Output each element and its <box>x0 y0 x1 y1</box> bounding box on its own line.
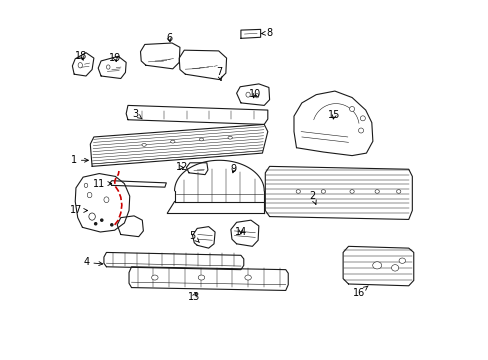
Polygon shape <box>236 84 269 105</box>
Text: 12: 12 <box>175 162 187 172</box>
Ellipse shape <box>360 116 365 121</box>
Text: 10: 10 <box>248 89 261 99</box>
Ellipse shape <box>198 275 204 280</box>
Text: 13: 13 <box>188 292 200 302</box>
Ellipse shape <box>245 92 250 97</box>
Text: 9: 9 <box>230 164 236 174</box>
Ellipse shape <box>374 190 379 193</box>
Ellipse shape <box>396 190 400 193</box>
Ellipse shape <box>151 275 158 280</box>
Ellipse shape <box>78 63 82 68</box>
Ellipse shape <box>106 65 110 69</box>
Text: 4: 4 <box>83 257 102 267</box>
Ellipse shape <box>372 262 381 269</box>
Polygon shape <box>230 220 258 246</box>
Text: 7: 7 <box>216 67 222 81</box>
Polygon shape <box>129 267 287 291</box>
Polygon shape <box>186 163 207 175</box>
Polygon shape <box>265 166 411 220</box>
Text: 6: 6 <box>166 33 172 43</box>
Polygon shape <box>343 246 413 286</box>
Text: 16: 16 <box>352 286 367 298</box>
Polygon shape <box>293 91 372 156</box>
Polygon shape <box>98 56 126 78</box>
Text: 18: 18 <box>75 51 87 61</box>
Ellipse shape <box>349 190 353 193</box>
Text: 11: 11 <box>93 179 111 189</box>
Ellipse shape <box>94 223 97 225</box>
Ellipse shape <box>358 128 363 133</box>
Polygon shape <box>167 160 265 213</box>
Text: 14: 14 <box>234 227 246 237</box>
Text: 17: 17 <box>70 206 87 216</box>
Ellipse shape <box>87 192 92 198</box>
Ellipse shape <box>199 138 203 141</box>
Polygon shape <box>140 43 180 69</box>
Ellipse shape <box>296 190 300 193</box>
Ellipse shape <box>84 183 88 188</box>
Polygon shape <box>241 30 260 39</box>
Ellipse shape <box>101 219 102 221</box>
Polygon shape <box>75 174 129 232</box>
Ellipse shape <box>142 143 146 146</box>
Text: 19: 19 <box>109 53 122 63</box>
Ellipse shape <box>89 213 95 220</box>
Ellipse shape <box>349 107 354 112</box>
Ellipse shape <box>321 190 325 193</box>
Polygon shape <box>192 226 215 248</box>
Text: 1: 1 <box>71 155 88 165</box>
Text: 5: 5 <box>189 231 199 243</box>
Polygon shape <box>117 216 143 237</box>
Text: 15: 15 <box>327 111 340 121</box>
Polygon shape <box>179 50 226 80</box>
Polygon shape <box>90 125 267 166</box>
Polygon shape <box>126 105 267 125</box>
Ellipse shape <box>104 197 109 203</box>
Ellipse shape <box>170 140 175 143</box>
Ellipse shape <box>255 94 258 98</box>
Polygon shape <box>110 181 166 187</box>
Ellipse shape <box>391 265 398 271</box>
Ellipse shape <box>110 224 113 226</box>
Ellipse shape <box>244 275 251 280</box>
Ellipse shape <box>227 136 232 139</box>
Ellipse shape <box>398 258 405 264</box>
Text: 8: 8 <box>261 28 272 38</box>
Polygon shape <box>104 252 244 270</box>
Polygon shape <box>72 53 94 76</box>
Text: 3: 3 <box>132 109 142 119</box>
Text: 2: 2 <box>309 191 316 204</box>
